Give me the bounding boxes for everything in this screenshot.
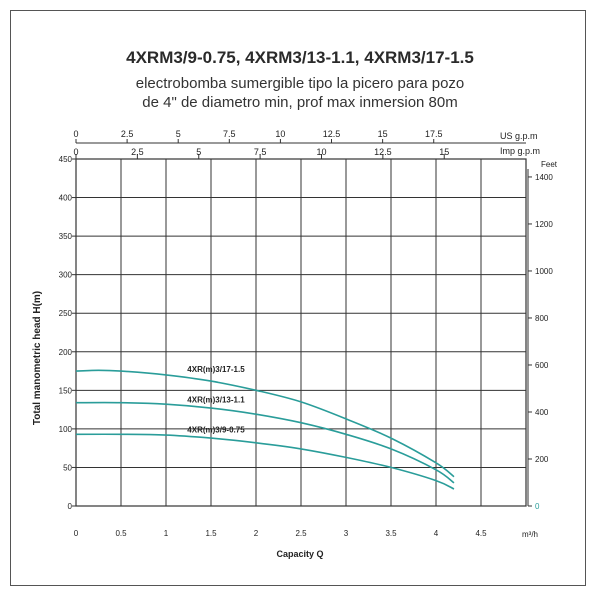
top-imp-tick-label: 0: [73, 147, 78, 157]
top-us-tick-label: 10: [275, 129, 285, 139]
y-axis-label: Total manometric head H(m): [32, 291, 43, 425]
y-tick-label: 0: [68, 502, 73, 511]
y-tick-label: 100: [59, 425, 73, 434]
chart-frame: [10, 10, 586, 586]
top-us-tick-label: 17.5: [425, 129, 443, 139]
top-imp-tick-label: 7.5: [254, 147, 267, 157]
top-imp-tick-label: 5: [196, 147, 201, 157]
right-axis-label: Feet: [541, 160, 558, 169]
x-tick-label: 4.5: [475, 529, 487, 538]
series-lines: [75, 369, 455, 490]
right-tick-label: 1400: [535, 173, 553, 182]
series-label: 4XR(m)3/13-1.1: [187, 395, 245, 404]
top-us-tick-label: 5: [176, 129, 181, 139]
top-axis-us-label: US g.p.m: [500, 131, 538, 141]
axes: 0 0.5 1 1.5 2 2.5 3 3.5 4 4.505010015020025030035…: [59, 129, 554, 538]
y-tick-label: 400: [59, 194, 73, 203]
chart-title: 4XRM3/9-0.75, 4XRM3/13-1.1, 4XRM3/17-1.5: [126, 48, 474, 67]
x-axis-label: Capacity Q: [276, 549, 323, 559]
x-tick-label: 4: [434, 529, 439, 538]
chart-subtitle-line1: electrobomba sumergible tipo la picero p…: [135, 75, 465, 92]
y-tick-label: 350: [59, 232, 73, 241]
top-imp-tick-label: 15: [439, 147, 449, 157]
y-tick-label: 450: [59, 155, 73, 164]
series-line: [75, 433, 455, 490]
y-tick-label: 50: [63, 463, 72, 472]
x-axis-unit: m³/h: [522, 530, 538, 539]
grid: [75, 158, 527, 507]
y-tick-label: 300: [59, 271, 73, 280]
top-us-tick-label: 0: [73, 129, 78, 139]
x-tick-label: 3.5: [385, 529, 397, 538]
series-line: [75, 369, 455, 478]
right-tick-label: 200: [535, 455, 549, 464]
x-tick-label: 1: [164, 529, 169, 538]
top-axis-imp-label: Imp g.p.m: [500, 146, 540, 156]
y-tick-label: 250: [59, 309, 73, 318]
right-tick-label: 1200: [535, 220, 553, 229]
top-imp-tick-label: 10: [316, 147, 326, 157]
top-us-tick-label: 12.5: [323, 129, 341, 139]
right-tick-label: 600: [535, 361, 549, 370]
y-tick-label: 150: [59, 386, 73, 395]
top-imp-tick-label: 2.5: [131, 147, 144, 157]
top-us-tick-label: 15: [378, 129, 388, 139]
series-labels: 4XR(m)3/17-1.5 4XR(m)3/13-1.1 4XR(m)3/9-0.…: [187, 365, 245, 434]
y-tick-label: 200: [59, 348, 73, 357]
series-label: 4XR(m)3/9-0.75: [187, 426, 245, 435]
top-imp-tick-label: 12.5: [374, 147, 392, 157]
x-tick-label: 2: [254, 529, 259, 538]
right-tick-label: 0: [535, 502, 540, 511]
top-us-tick-label: 2.5: [121, 129, 134, 139]
x-tick-label: 0: [74, 529, 79, 538]
chart-subtitle-line2: de 4" de diametro min, prof max inmersio…: [142, 94, 458, 111]
right-tick-label: 400: [535, 408, 549, 417]
x-tick-label: 1.5: [205, 529, 217, 538]
top-us-tick-label: 7.5: [223, 129, 236, 139]
x-tick-label: 0.5: [115, 529, 127, 538]
right-tick-label: 800: [535, 314, 549, 323]
x-tick-label: 2.5: [295, 529, 307, 538]
x-tick-label: 3: [344, 529, 349, 538]
series-label: 4XR(m)3/17-1.5: [187, 365, 245, 374]
right-tick-label: 1000: [535, 267, 553, 276]
series-line: [75, 401, 455, 484]
